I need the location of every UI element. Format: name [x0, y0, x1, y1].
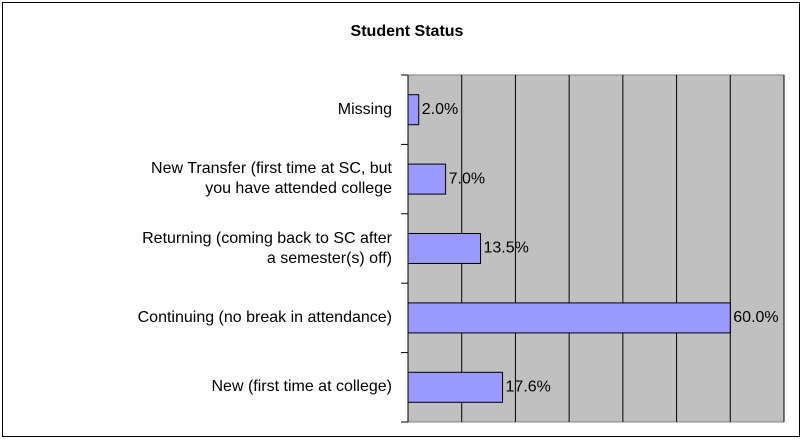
data-label: 60.0%	[733, 309, 778, 326]
y-tick-label: Continuing (no break in attendance)	[137, 308, 392, 326]
data-label: 7.0%	[449, 170, 485, 187]
bar	[407, 233, 482, 264]
y-tick-label: Returning (coming back to SC after a sem…	[142, 229, 392, 267]
chart-title: Student Status	[351, 23, 464, 40]
bar	[407, 302, 731, 334]
bar	[407, 94, 420, 126]
data-label: 2.0%	[422, 101, 458, 118]
y-tick-label: Missing	[337, 100, 392, 118]
y-tick-label: New (first time at college)	[211, 378, 393, 396]
y-tick-label: New Transfer (first time at SC, but you …	[151, 160, 392, 198]
bar	[407, 163, 447, 195]
bar	[407, 371, 504, 403]
data-label: 13.5%	[484, 240, 529, 257]
data-label: 17.6%	[506, 379, 551, 396]
